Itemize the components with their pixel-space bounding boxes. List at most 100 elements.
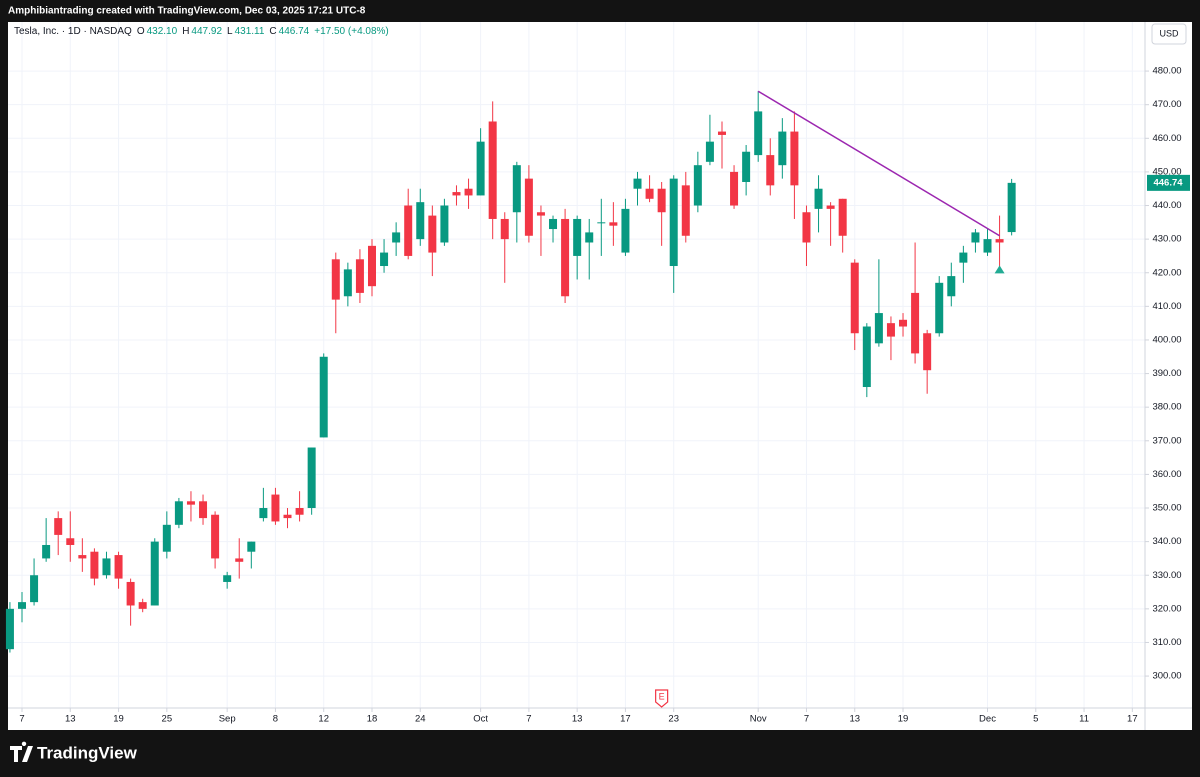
candle-body <box>621 208 630 253</box>
candle-body <box>597 222 606 224</box>
candle-body <box>211 514 220 559</box>
candle-body <box>862 326 871 388</box>
legend-label: L <box>227 26 233 37</box>
x-tick-label: 13 <box>849 714 860 725</box>
y-tick-label: 370.00 <box>1152 435 1181 446</box>
y-tick-label: 310.00 <box>1152 637 1181 648</box>
candle-body <box>766 155 775 186</box>
candle-body <box>802 212 811 243</box>
chart-title: Amphibiantrading created with TradingVie… <box>8 6 366 17</box>
candle-body <box>874 313 883 344</box>
candle-body <box>404 205 413 256</box>
candle-body <box>259 508 268 519</box>
legend-label: C <box>269 26 277 37</box>
legend-label: O <box>136 26 145 37</box>
candle-body <box>561 218 570 297</box>
candle-body <box>42 544 51 559</box>
candle-body <box>295 508 304 515</box>
candle-body <box>355 259 364 293</box>
candle-body <box>959 252 968 263</box>
candle-body <box>223 575 232 582</box>
legend-change: +17.50 (+4.08%) <box>314 26 389 37</box>
x-tick-label: Oct <box>473 714 488 725</box>
y-tick-label: 320.00 <box>1152 603 1181 614</box>
legend-value: 432.10 <box>146 26 178 37</box>
candle-body <box>983 239 992 253</box>
candle-body <box>162 524 171 552</box>
candle-body <box>778 131 787 166</box>
candle-body <box>935 282 944 334</box>
candle-body <box>536 212 545 216</box>
legend-value: 431.11 <box>234 26 265 37</box>
earnings-icon <box>655 689 669 708</box>
symbol-legend: Tesla, Inc. · 1D · NASDAQ O 432.10 H 447.9… <box>14 26 389 37</box>
candle-body <box>549 218 558 230</box>
candle-body <box>754 111 763 156</box>
candle-body <box>585 232 594 243</box>
candle-body <box>90 551 99 579</box>
candle-body <box>392 232 401 243</box>
y-tick-label: 470.00 <box>1152 99 1181 110</box>
x-tick-label: Dec <box>979 714 996 725</box>
x-tick-label: 13 <box>572 714 583 725</box>
candle-body <box>669 178 678 267</box>
x-tick-label: 7 <box>804 714 809 725</box>
y-tick-label: 420.00 <box>1152 267 1181 278</box>
candle-body <box>899 319 908 327</box>
candle-body <box>380 252 389 267</box>
x-tick-label: 23 <box>668 714 679 725</box>
y-tick-label: 380.00 <box>1152 402 1181 413</box>
candle-body <box>524 178 533 236</box>
candle-body <box>609 222 618 226</box>
candle-body <box>78 555 87 559</box>
candle-body <box>17 602 26 609</box>
legend-value: 447.92 <box>191 26 223 37</box>
candle-body <box>440 205 449 243</box>
candle-body <box>705 141 714 162</box>
candle-body <box>30 575 39 603</box>
y-tick-label: 390.00 <box>1152 368 1181 379</box>
candle-body <box>730 171 739 206</box>
x-tick-label: 19 <box>898 714 909 725</box>
y-tick-label: 360.00 <box>1152 469 1181 480</box>
candle-body <box>138 602 147 609</box>
brand-logo <box>10 741 33 762</box>
candle-body <box>66 538 75 545</box>
candle-body <box>174 501 183 525</box>
candle-body <box>573 218 582 256</box>
currency: USD <box>1159 28 1179 38</box>
candle-body <box>512 165 521 213</box>
x-tick-label: 11 <box>1079 714 1089 725</box>
candle-body <box>814 188 823 209</box>
last-price-badge <box>1147 174 1190 191</box>
x-tick-label: 7 <box>526 714 531 725</box>
x-tick-label: 7 <box>19 714 24 725</box>
last-price-label: 446.74 <box>1153 177 1183 188</box>
candle-body <box>923 333 932 371</box>
x-tick-label: 17 <box>620 714 631 725</box>
candle-body <box>271 494 280 522</box>
candle-body <box>693 165 702 206</box>
candle-body <box>247 541 256 552</box>
candle-body <box>911 292 920 354</box>
currency-box[interactable] <box>1151 23 1187 45</box>
symbol: Tesla, Inc. · 1D · NASDAQ <box>14 26 132 37</box>
x-tick-label: 19 <box>113 714 124 725</box>
candle-body <box>681 185 690 236</box>
candle-body <box>319 356 328 438</box>
candle-body <box>500 218 509 240</box>
legend-value: 446.74 <box>278 26 310 37</box>
candle-body <box>186 501 195 505</box>
candle-body <box>971 232 980 243</box>
x-tick-label: 18 <box>367 714 378 725</box>
x-tick-label: 24 <box>415 714 426 725</box>
x-tick-label: Sep <box>219 714 236 725</box>
candle-body <box>826 205 835 209</box>
chart-background <box>8 22 1192 730</box>
trendline <box>757 90 1000 237</box>
candle-body <box>488 121 497 219</box>
candle-body <box>947 276 956 297</box>
candle-body <box>235 558 244 562</box>
y-tick-label: 340.00 <box>1152 536 1181 547</box>
